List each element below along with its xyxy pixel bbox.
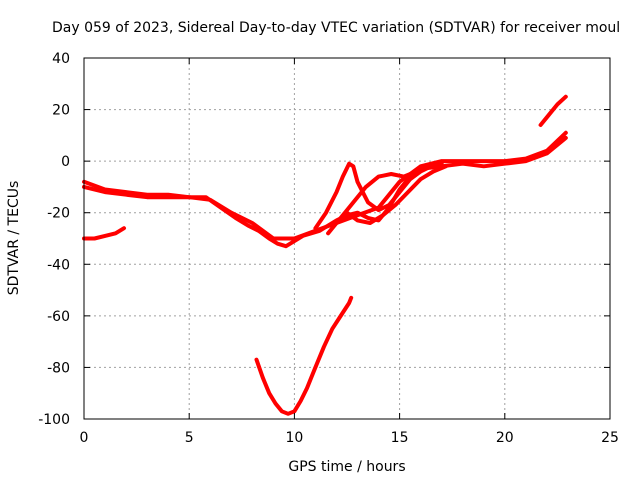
x-tick-label: 10: [285, 430, 303, 446]
y-tick-label: -80: [47, 360, 70, 376]
series-line-main-band-low: [82, 135, 568, 249]
x-tick-label: 0: [80, 430, 89, 446]
y-tick-label: 40: [52, 51, 70, 67]
y-axis-label: SDTVAR / TECUs: [6, 181, 22, 296]
x-axis-label: GPS time / hours: [288, 459, 405, 475]
chart-title: Day 059 of 2023, Sidereal Day-to-day VTE…: [52, 20, 620, 36]
x-tick-label: 5: [185, 430, 194, 446]
series-line-loop-b: [326, 164, 429, 236]
x-tick-label: 25: [601, 430, 619, 446]
plot-frame: [83, 57, 611, 420]
series-line-loop-a: [313, 161, 444, 231]
y-tick-label: 20: [52, 103, 70, 119]
y-tick-label: 0: [61, 154, 70, 170]
grid-layer: [84, 58, 610, 419]
x-tick-label: 15: [391, 430, 409, 446]
series-layer: [82, 94, 568, 416]
series-line-upper-segment: [538, 94, 568, 127]
series-line-main-band-high: [82, 130, 568, 241]
y-tick-label: -40: [47, 257, 70, 273]
series-line-left-segment: [82, 226, 126, 241]
y-tick-label: -20: [47, 206, 70, 222]
series-line-rise-c: [345, 164, 448, 225]
y-tick-label: -100: [38, 412, 70, 428]
y-tick-label: -60: [47, 309, 70, 325]
tick-layer: 0 5 10 15 20 25 -100 -80 -60 -40 -20 0 20 40: [38, 51, 619, 446]
x-tick-label: 20: [496, 430, 514, 446]
series-line-deep-dip: [254, 295, 354, 416]
